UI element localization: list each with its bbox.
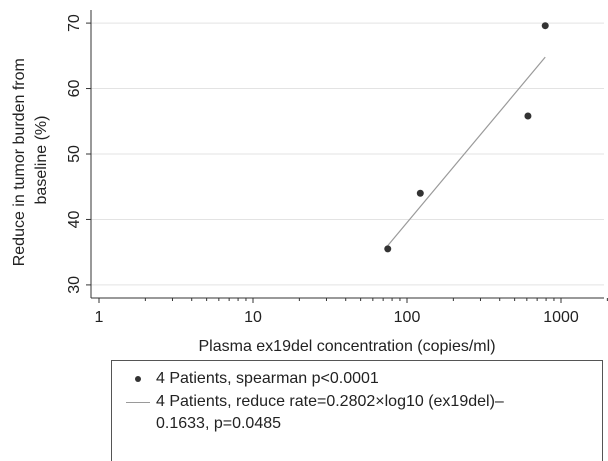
y-axis-ticks: 30 40 50 60 70: [66, 14, 91, 294]
data-point: [384, 245, 392, 253]
y-tick-label: 50: [66, 145, 83, 163]
legend-label-line: 4 Patients, reduce rate=0.2802×log10 (ex…: [156, 391, 590, 435]
data-point: [416, 189, 424, 197]
scatter-chart: 30 40 50 60 70 1 10 100 1000 Plasma ex19del con…: [11, 10, 608, 355]
y-tick-label: 30: [66, 276, 83, 294]
data-point: [524, 112, 532, 120]
x-axis-title: Plasma ex19del concentration (copies/ml): [198, 338, 495, 355]
legend: 4 Patients, spearman p<0.0001 4 Patients…: [111, 360, 603, 461]
y-axis-title: Reduce in tumor burden from baseline (%): [11, 54, 50, 267]
regression-line-series: [387, 56, 546, 247]
y-axis-title-line-2: baseline (%): [33, 116, 50, 205]
x-tick-label: 1: [95, 309, 104, 326]
legend-dot-icon: [126, 368, 150, 390]
legend-line-icon: [126, 391, 150, 413]
x-tick-label: 10: [244, 309, 262, 326]
y-tick-label: 40: [66, 210, 83, 228]
x-axis-ticks: 1 10 100 1000: [95, 298, 608, 326]
x-tick-label: 100: [394, 309, 421, 326]
scatter-points-series: [384, 22, 549, 253]
legend-label-scatter: 4 Patients, spearman p<0.0001: [156, 370, 379, 387]
legend-label-line-2: 0.1633, p=0.0485: [156, 415, 282, 432]
x-tick-label: 1000: [543, 309, 579, 326]
y-axis-title-line-1: Reduce in tumor burden from: [11, 58, 28, 266]
regression-line: [387, 56, 546, 247]
data-point: [541, 22, 549, 30]
legend-label-line-1: 4 Patients, reduce rate=0.2802×log10 (ex…: [156, 393, 504, 410]
gridlines: [91, 22, 604, 286]
y-tick-label: 60: [66, 80, 83, 98]
y-tick-label: 70: [66, 14, 83, 32]
